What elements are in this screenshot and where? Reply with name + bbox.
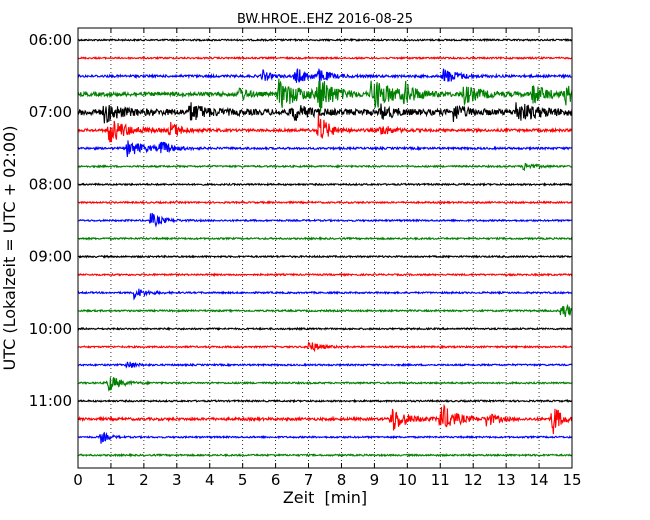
- x-tick-label: 6: [271, 471, 281, 489]
- seismogram-trace: [77, 200, 573, 205]
- x-axis-ticks: 0 1 2 3 4 5 6 7 8 9 10 11 12 13 14 15: [73, 28, 582, 489]
- y-tick-label: 11:00: [29, 392, 72, 410]
- seismogram-trace: [77, 398, 573, 404]
- x-tick-label: 7: [304, 471, 314, 489]
- x-tick-label: 0: [73, 471, 83, 489]
- y-tick-label: 10:00: [29, 320, 72, 338]
- seismogram-trace: [77, 55, 573, 61]
- y-axis-ticks: 06:00 07:00 08:00 09:00 10:00 11:00: [29, 31, 572, 410]
- seismogram-trace: [77, 102, 573, 124]
- x-tick-label: 5: [238, 471, 248, 489]
- x-tick-label: 15: [562, 471, 581, 489]
- x-tick-label: 12: [464, 471, 483, 489]
- y-tick-label: 08:00: [29, 175, 72, 193]
- seismogram-trace: [77, 113, 573, 143]
- x-tick-label: 9: [370, 471, 380, 489]
- seismogram-trace: [77, 254, 573, 259]
- seismogram-trace: [77, 361, 573, 369]
- seismogram-trace: [77, 303, 573, 318]
- seismogram-trace: [77, 68, 573, 83]
- y-tick-label: 07:00: [29, 103, 72, 121]
- x-tick-label: 2: [139, 471, 149, 489]
- x-tick-label: 3: [172, 471, 182, 489]
- seismogram-trace: [77, 212, 573, 228]
- x-tick-label: 8: [337, 471, 347, 489]
- plot-frame: [77, 27, 573, 469]
- seismogram-trace: [77, 78, 573, 112]
- x-tick-label: 1: [106, 471, 116, 489]
- seismogram-trace: [77, 288, 573, 301]
- x-tick-label: 14: [530, 471, 549, 489]
- seismogram-trace: [77, 182, 573, 187]
- seismogram-trace: [77, 377, 573, 392]
- seismogram-trace: [77, 452, 573, 458]
- y-tick-label: 06:00: [29, 31, 72, 49]
- x-tick-label: 4: [205, 471, 215, 489]
- x-tick-label: 10: [398, 471, 417, 489]
- y-axis-title: UTC (Lokalzeit = UTC + 02:00): [0, 126, 19, 371]
- seismogram-trace: [77, 272, 573, 278]
- x-axis-title: Zeit [min]: [283, 488, 367, 507]
- grid: [110, 28, 540, 468]
- seismogram-trace: [77, 431, 573, 444]
- seismogram-trace: [77, 162, 573, 172]
- traces: [77, 37, 573, 458]
- x-tick-label: 11: [431, 471, 450, 489]
- seismogram-trace: [77, 37, 573, 43]
- chart-title: BW.HROE..EHZ 2016-08-25: [237, 12, 413, 27]
- x-tick-label: 13: [497, 471, 516, 489]
- seismogram-trace: [77, 403, 573, 435]
- seismogram-trace: [77, 341, 573, 353]
- seismogram-trace: [77, 326, 573, 332]
- seismogram-trace: [77, 140, 573, 157]
- y-tick-label: 09:00: [29, 248, 72, 266]
- seismogram-trace: [77, 236, 573, 242]
